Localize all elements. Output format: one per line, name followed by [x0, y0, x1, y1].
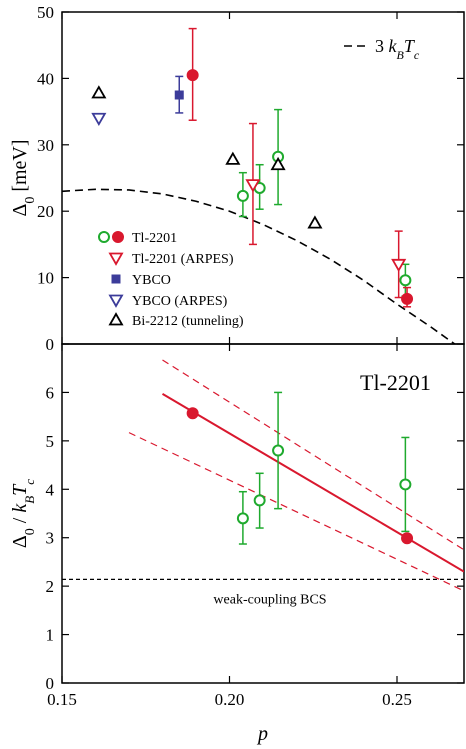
top-y-label-unit: [meV] [9, 139, 31, 196]
bottom-y-tick-label-6: 6 [46, 383, 55, 402]
data-point-1-1 [401, 532, 414, 545]
top-y-tick-label-3: 30 [37, 136, 54, 155]
data-point-0-2 [272, 444, 285, 457]
x-tick-label-1: 0.20 [215, 690, 245, 709]
bottom-y-label-k: k [9, 503, 31, 513]
weak-coupling-bcs-label: weak-coupling BCS [213, 592, 326, 607]
bottom-y-label-sub: 0 [23, 528, 38, 535]
data-point-0-0 [236, 512, 249, 525]
bottom-panel: 0 1 2 3 4 5 6 0.15 0.20 0.25 weak-coupling BCS Tl-2… [9, 343, 465, 745]
legend-marker-filled-circle [112, 231, 124, 243]
bottom-y-tick-label-1: 1 [46, 626, 55, 645]
legend-marker-blue-triangle [108, 294, 124, 308]
bottom-y-axis-label: Δ0 / kBTc [9, 479, 38, 548]
x-tick-label-0: 0.15 [47, 690, 77, 709]
fit-bound-line-1 [128, 432, 464, 592]
data-point-4-0 [91, 112, 107, 127]
data-point-2-1 [391, 258, 407, 273]
legend: Tl-2201 Tl-2201 (ARPES) YBCO YBCO (ARPES) Bi… [98, 231, 244, 329]
top-y-tick-label-0: 0 [46, 335, 55, 354]
legend-label-0: Tl-2201 [132, 231, 177, 246]
legend-label-3: YBCO (ARPES) [132, 294, 228, 309]
x-axis-label: p [256, 723, 268, 745]
bottom-y-tick-label-0: 0 [46, 674, 55, 693]
annotation-k: k [389, 36, 398, 56]
data-point-5-2 [270, 156, 286, 171]
top-y-label-sub: 0 [23, 197, 38, 204]
data-point-0-3 [399, 478, 412, 491]
bcs-3kbtc-curve [62, 188, 457, 344]
data-point-1-0 [186, 407, 199, 420]
legend-marker-black-triangle [108, 312, 124, 326]
top-y-label-delta: Δ [9, 204, 31, 217]
bottom-y-label-t: T [9, 483, 31, 496]
legend-label-1: Tl-2201 (ARPES) [132, 252, 234, 267]
top-y-tick-label-2: 20 [37, 202, 54, 221]
data-point-5-1 [225, 151, 241, 165]
top-y-tick-label-5: 50 [37, 3, 54, 22]
top-y-tick-label-1: 10 [37, 269, 54, 288]
bottom-y-label-kb: B [22, 496, 37, 504]
data-point-1-1 [401, 292, 414, 305]
bottom-plot-frame [61, 343, 465, 684]
data-point-3-0 [174, 90, 184, 100]
top-y-axis-label: Δ0 [meV] [9, 139, 38, 216]
bottom-y-label-slash: / [9, 513, 31, 529]
annotation-prefix: 3 [375, 36, 389, 56]
data-point-0-3 [399, 274, 412, 287]
data-point-5-0 [91, 85, 107, 99]
data-point-2-0 [245, 179, 261, 193]
annotation-kb: B [397, 48, 405, 62]
annotation-t: T [404, 36, 416, 56]
x-tick-label-2: 0.25 [382, 690, 412, 709]
bottom-y-tick-label-3: 3 [46, 529, 55, 548]
top-y-tick-label-4: 40 [37, 69, 54, 88]
bottom-y-tick-label-2: 2 [46, 577, 55, 596]
data-point-1-0 [186, 69, 199, 82]
data-point-0-1 [253, 494, 266, 507]
legend-marker-open-circle [98, 231, 110, 243]
legend-marker-blue-square [111, 274, 121, 284]
annotation-tc: c [414, 48, 420, 62]
bottom-y-label-tc: c [22, 479, 37, 485]
bottom-panel-title: Tl-2201 [360, 370, 431, 395]
fit-line [161, 393, 464, 573]
data-point-5-3 [307, 215, 323, 229]
data-point-0-0 [236, 189, 249, 202]
bottom-y-tick-label-4: 4 [46, 480, 55, 499]
legend-label-2: YBCO [132, 273, 171, 288]
legend-label-4: Bi-2212 (tunneling) [132, 314, 244, 329]
annotation-3kbtc: 3 kBTc [375, 36, 420, 62]
bottom-y-tick-label-5: 5 [46, 432, 55, 451]
bottom-y-label-delta: Δ [9, 535, 31, 548]
legend-marker-red-triangle [108, 252, 124, 266]
